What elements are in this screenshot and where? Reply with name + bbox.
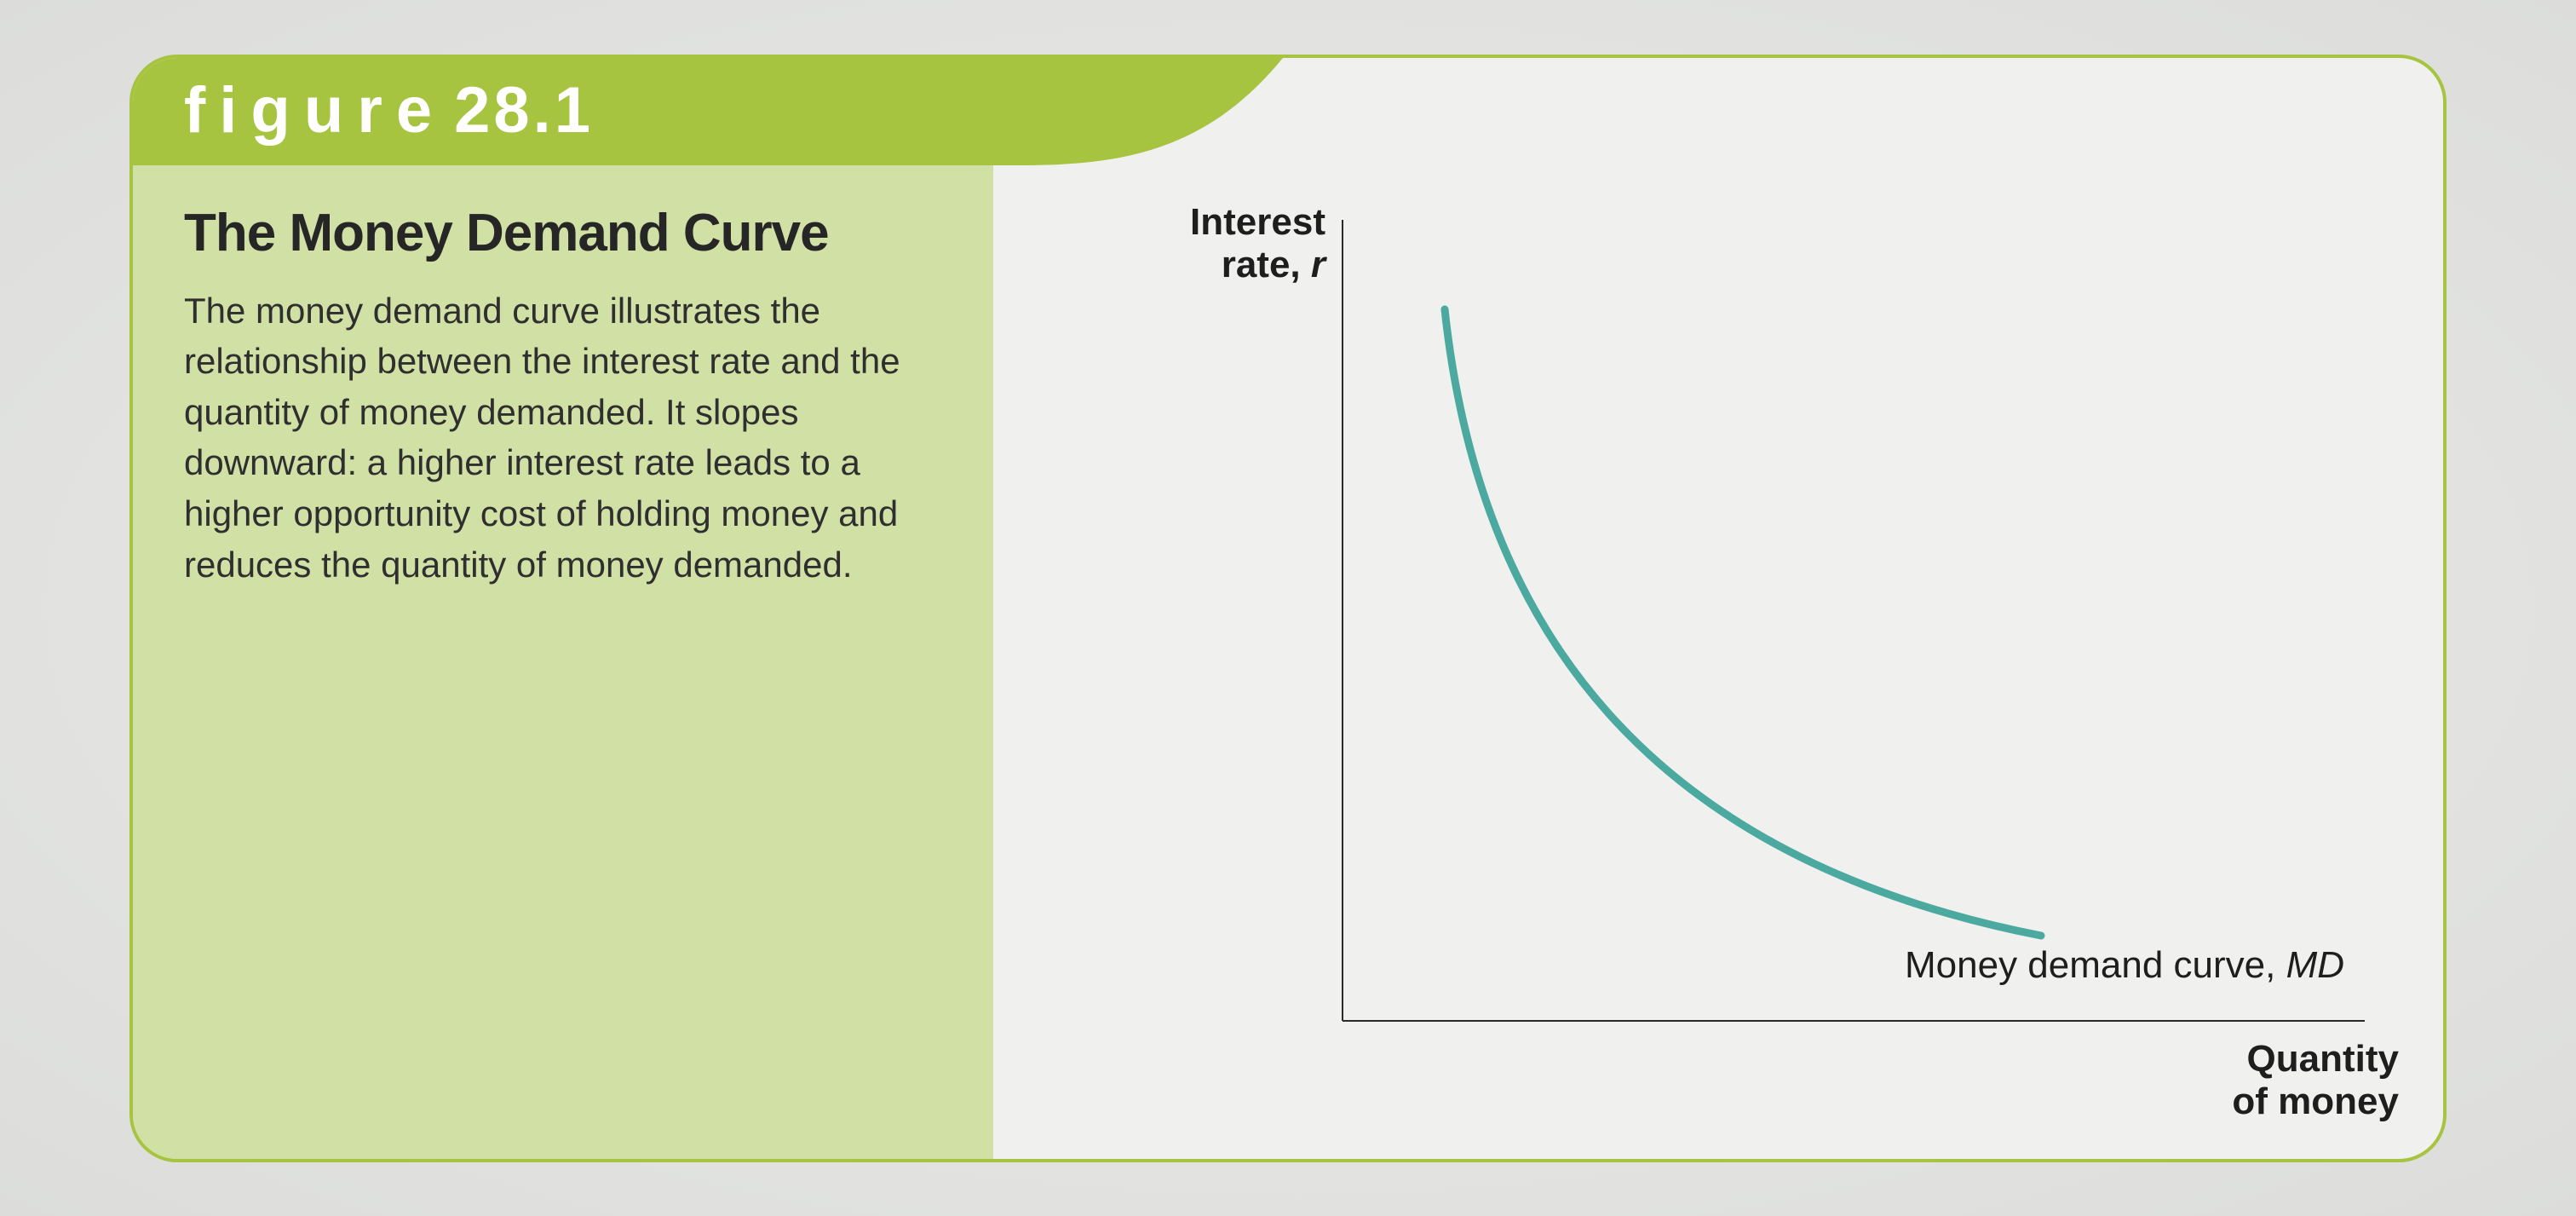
figure-label-number: 28.1 (454, 74, 594, 147)
chart-svg (1036, 186, 2399, 1140)
figure-tab: figure28.1 (133, 58, 1325, 169)
y-axis-label-var: r (1311, 244, 1325, 285)
description-block: The Money Demand Curve The money demand … (184, 203, 951, 591)
y-axis-label-line1: Interest (1190, 201, 1325, 243)
curve-label-var: MD (2286, 944, 2344, 986)
figure-label: figure28.1 (184, 73, 594, 147)
curve-label: Money demand curve, MD (1905, 944, 2344, 987)
y-axis-label-line2-prefix: rate, (1222, 244, 1311, 285)
money-demand-curve (1445, 309, 2041, 936)
x-axis-label-line2: of money (2232, 1081, 2399, 1122)
y-axis-label: Interest rate, r (1147, 201, 1325, 287)
figure-description: The money demand curve illustrates the r… (184, 285, 951, 591)
curve-label-text: Money demand curve, (1905, 944, 2286, 986)
x-axis-label-line1: Quantity (2247, 1038, 2399, 1080)
figure-label-word: figure (184, 74, 446, 147)
figure-box: figure28.1 The Money Demand Curve The mo… (129, 55, 2447, 1162)
x-axis-label: Quantity of money (2177, 1038, 2399, 1124)
chart-area: Interest rate, r Money demand curve, MD … (1036, 186, 2399, 1140)
figure-title: The Money Demand Curve (184, 203, 951, 263)
